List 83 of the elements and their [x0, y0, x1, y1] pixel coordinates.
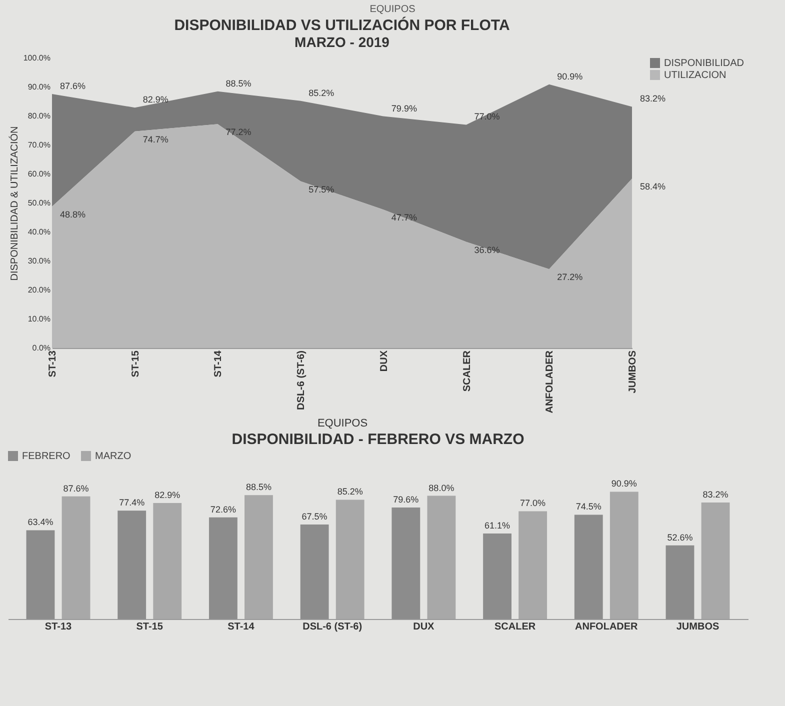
data-label: 79.9% [391, 103, 417, 114]
bar [244, 495, 273, 619]
legend-label: DISPONIBILIDAD [664, 58, 744, 69]
data-label: 85.2% [308, 88, 334, 98]
bar [336, 500, 364, 619]
x-tick-label: DSL-6 (ST-6) [296, 350, 308, 410]
data-label: 83.2% [640, 94, 666, 104]
data-label: 27.2% [557, 272, 583, 282]
data-label: 79.6% [393, 494, 419, 505]
data-label: 88.0% [428, 482, 454, 493]
data-label: 48.8% [60, 209, 86, 220]
y-tick-label: 50.0% [28, 198, 50, 208]
data-label: 85.2% [337, 486, 363, 497]
legend-label: UTILIZACION [664, 70, 726, 81]
x-tick-label: ST-15 [136, 622, 164, 632]
legend-label: MARZO [95, 451, 132, 462]
x-tick-label: DUX [413, 622, 435, 632]
data-label: 63.4% [28, 517, 54, 528]
data-label: 61.1% [484, 520, 510, 530]
x-tick-label: JUMBOS [676, 622, 720, 632]
x-tick-label: ST-14 [213, 350, 224, 378]
text: EQUIPOS [368, 4, 416, 16]
y-tick-label: 0.0% [32, 344, 50, 352]
data-label: 90.9% [557, 71, 583, 82]
x-tick-label: ST-13 [48, 350, 58, 378]
y-tick-label: 30.0% [28, 256, 50, 266]
y-tick-label: 80.0% [28, 112, 50, 120]
bar [118, 510, 146, 619]
x-tick-label: JUMBOS [628, 350, 638, 394]
x-tick-label: ANFOLADER [575, 622, 639, 632]
data-label: 74.7% [142, 134, 168, 144]
y-axis-title: DISPONIBILIDAD & UTILIZACIÓN [8, 126, 20, 281]
bar [300, 524, 329, 619]
y-tick-label: 100.0% [23, 54, 50, 62]
data-label: 87.6% [63, 483, 89, 494]
x-tick-label: ST-14 [228, 622, 255, 632]
data-label: 82.9% [154, 490, 180, 500]
x-tick-label: SCALER [462, 350, 473, 392]
data-label: 83.2% [702, 490, 728, 500]
bar [208, 517, 238, 619]
bar [574, 514, 603, 619]
y-tick-label: 40.0% [28, 228, 50, 236]
y-tick-label: 90.0% [28, 82, 50, 92]
x-tick-label: ST-15 [130, 350, 142, 378]
y-tick-label: 70.0% [28, 140, 50, 150]
chart-subtitle: MARZO - 2019 [294, 34, 390, 50]
bar [701, 502, 730, 619]
y-tick-label: 60.0% [28, 170, 50, 178]
y-tick-label: 20.0% [28, 286, 50, 294]
data-label: 57.5% [308, 184, 334, 194]
data-label: 72.6% [210, 504, 236, 514]
legend-label: FEBRERO [22, 451, 71, 462]
data-label: 36.6% [474, 244, 500, 255]
data-label: 82.9% [142, 94, 168, 105]
bar [666, 545, 694, 619]
data-label: 74.5% [576, 502, 602, 512]
bar [427, 496, 456, 619]
data-label: 52.6% [667, 532, 693, 542]
data-label: 67.5% [302, 512, 328, 522]
bar [518, 511, 548, 619]
data-label: 88.5% [226, 78, 252, 88]
data-label: 47.7% [391, 212, 417, 223]
x-tick-label: ANFOLADER [544, 350, 556, 414]
data-label: 58.4% [640, 182, 666, 192]
data-label: 87.6% [60, 80, 86, 91]
bar [610, 492, 638, 619]
bar [26, 530, 55, 619]
data-label: 90.9% [611, 478, 637, 489]
x-tick-label: DSL-6 (ST-6) [302, 622, 362, 632]
x-tick-label: SCALER [494, 622, 536, 632]
x-tick-label: DUX [378, 350, 390, 372]
bar [392, 508, 420, 619]
x-axis-title: EQUIPOS [317, 417, 368, 430]
bar [153, 502, 182, 619]
y-tick-label: 10.0% [28, 314, 50, 324]
x-tick-label: ST-13 [44, 622, 72, 632]
data-label: 88.5% [246, 482, 272, 492]
bar [483, 533, 512, 619]
data-label: 77.0% [520, 498, 546, 508]
chart-title: DISPONIBILIDAD - FEBRERO VS MARZO [232, 431, 525, 448]
data-label: 77.4% [119, 498, 145, 508]
chart-title: DISPONIBILIDAD VS UTILIZACIÓN POR FLOTA [174, 16, 510, 34]
bar [62, 496, 90, 619]
